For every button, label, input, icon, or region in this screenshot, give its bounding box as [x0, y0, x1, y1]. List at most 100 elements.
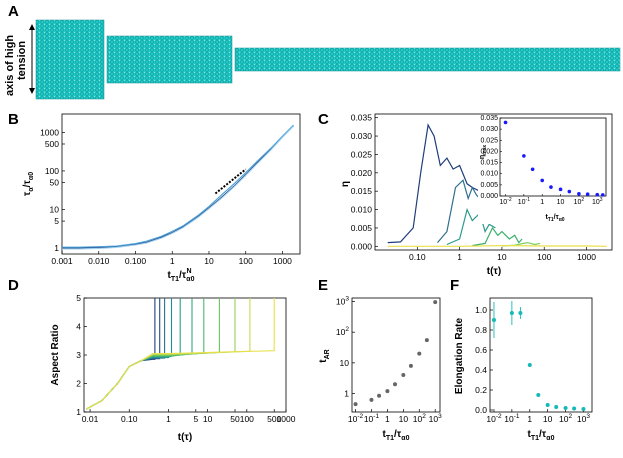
- y-tick-label: 2: [76, 379, 81, 389]
- label-sub: α0: [186, 276, 194, 283]
- tick-base: 10: [348, 414, 358, 424]
- label-sub: α: [28, 187, 35, 192]
- tissue-image-3: [234, 47, 621, 72]
- chart-b: 0.001 0.010 0.100 1 10 100 1000 1 5 10 50 100 500 100…: [22, 113, 301, 283]
- data-point: [424, 338, 429, 343]
- chart-c: 0.10 1 10 100 10000.0000.0050.0100.0150.0200…: [340, 113, 613, 277]
- y-tick-label: 102: [336, 326, 349, 337]
- y-tick-label: 0.020: [480, 148, 498, 155]
- series-line: [62, 125, 294, 250]
- x-tick-label: 10: [203, 414, 213, 424]
- x-tick-label: 100: [239, 256, 253, 266]
- x-tick-label: 0.10: [121, 414, 138, 424]
- tick-base: 10: [559, 414, 569, 424]
- tick-exponent: 2: [581, 197, 584, 203]
- data-point: [369, 397, 374, 402]
- y-tick-label: 0.8: [475, 325, 487, 335]
- x-tick-label: 10-1: [518, 197, 530, 206]
- axis-label-line1: axis of high: [4, 35, 16, 96]
- y-tick-label: 500: [45, 139, 59, 149]
- arrow-head-top: [29, 24, 35, 30]
- tissue-image-2: [106, 35, 233, 84]
- label-sub: T1: [548, 217, 554, 223]
- tick-base: 10: [364, 414, 374, 424]
- tissue-image-1: [35, 19, 105, 100]
- inset-point: [540, 178, 545, 183]
- y-tick-label: 0.025: [351, 149, 373, 159]
- x-tick-label: 10-1: [504, 413, 520, 424]
- panel-label-d: D: [8, 277, 19, 294]
- inset-point: [530, 167, 535, 172]
- x-tick-label: 1000: [273, 256, 292, 266]
- inset-point: [600, 193, 605, 197]
- data-point: [572, 406, 577, 411]
- y-tick-label: 4: [76, 322, 81, 332]
- x-axis-label: tT1/τα0: [383, 429, 410, 442]
- plot-frame: [61, 113, 301, 255]
- series-line: [472, 226, 523, 247]
- x-tick-label: 10-2: [348, 413, 364, 424]
- y-tick-label: 10: [50, 204, 60, 214]
- y-tick-label: 100: [45, 166, 59, 176]
- y-axis-label: Aspect Ratio: [50, 324, 61, 385]
- label-part: t: [318, 359, 329, 363]
- y-tick-label: 0.6: [475, 345, 487, 355]
- x-axis-label: t(τ): [487, 266, 501, 277]
- y-tick-label: 50: [50, 178, 60, 188]
- chart-f: 10-2 10-1 1 10 102 1030.00.20.40.60.81.0tT1/τ…: [454, 297, 593, 442]
- label-sub: α0: [559, 217, 565, 223]
- data-point: [545, 403, 550, 407]
- x-tick-label: 100: [240, 414, 254, 424]
- panel-label-a: A: [8, 3, 19, 20]
- x-tick-label: 103: [592, 197, 603, 206]
- x-tick-label: 102: [559, 413, 572, 424]
- x-tick-label: 1: [170, 256, 175, 266]
- y-tick-label: 1: [76, 407, 81, 417]
- inset-point: [567, 189, 572, 194]
- inset-point: [577, 191, 581, 196]
- y-tick-label: 0.015: [480, 160, 498, 167]
- label-sub: α0: [28, 172, 35, 180]
- x-tick-label: 10-2: [499, 197, 511, 206]
- tick-base: 10: [592, 199, 600, 206]
- y-axis-label: η: [340, 181, 351, 187]
- x-tick-label: 0.010: [88, 256, 110, 266]
- tick-base: 10: [499, 199, 507, 206]
- aspect-ratio-curve: [86, 298, 161, 410]
- panel-label-b: B: [8, 111, 19, 128]
- tick-exponent: 2: [422, 413, 426, 420]
- y-tick-label: 0.000: [351, 241, 373, 251]
- x-tick-label: 1000: [577, 252, 596, 262]
- label-part: /τ: [394, 429, 402, 440]
- x-tick-label: 100: [537, 252, 551, 262]
- tick-exponent: 3: [600, 197, 603, 203]
- y-tick-label: 0.030: [480, 126, 498, 133]
- series-line: [437, 179, 481, 243]
- label-part: t: [528, 429, 532, 440]
- label-sub: AR: [324, 349, 331, 359]
- label-sub: T1: [531, 435, 539, 442]
- y-tick-label: 0.005: [351, 223, 373, 233]
- x-tick-label: 0.100: [125, 256, 147, 266]
- tick-exponent: -1: [526, 197, 531, 203]
- tick-exponent: -2: [507, 197, 512, 203]
- panel-label-f: F: [450, 277, 459, 294]
- y-tick-label: 1: [344, 389, 349, 399]
- data-point: [491, 318, 496, 322]
- y-tick-label: 0.010: [480, 171, 498, 178]
- inset-point: [595, 192, 600, 197]
- y-tick-label: 0.0: [475, 405, 487, 415]
- plot-frame: [489, 297, 593, 413]
- x-tick-label: 1: [385, 414, 390, 424]
- label-part: /τ: [179, 270, 187, 281]
- tick-base: 10: [429, 414, 439, 424]
- y-tick-label: 0.025: [480, 137, 498, 144]
- panel-a: axis of high tension: [4, 19, 621, 100]
- tick-base: 10: [413, 414, 423, 424]
- y-axis-label: τα/τα0: [22, 172, 35, 196]
- axis-label-line2: tension: [16, 41, 28, 80]
- data-point: [518, 311, 523, 315]
- x-tick-label: 1000: [277, 414, 296, 424]
- y-tick-label: 0.4: [475, 365, 487, 375]
- y-axis-label: tAR: [318, 349, 331, 362]
